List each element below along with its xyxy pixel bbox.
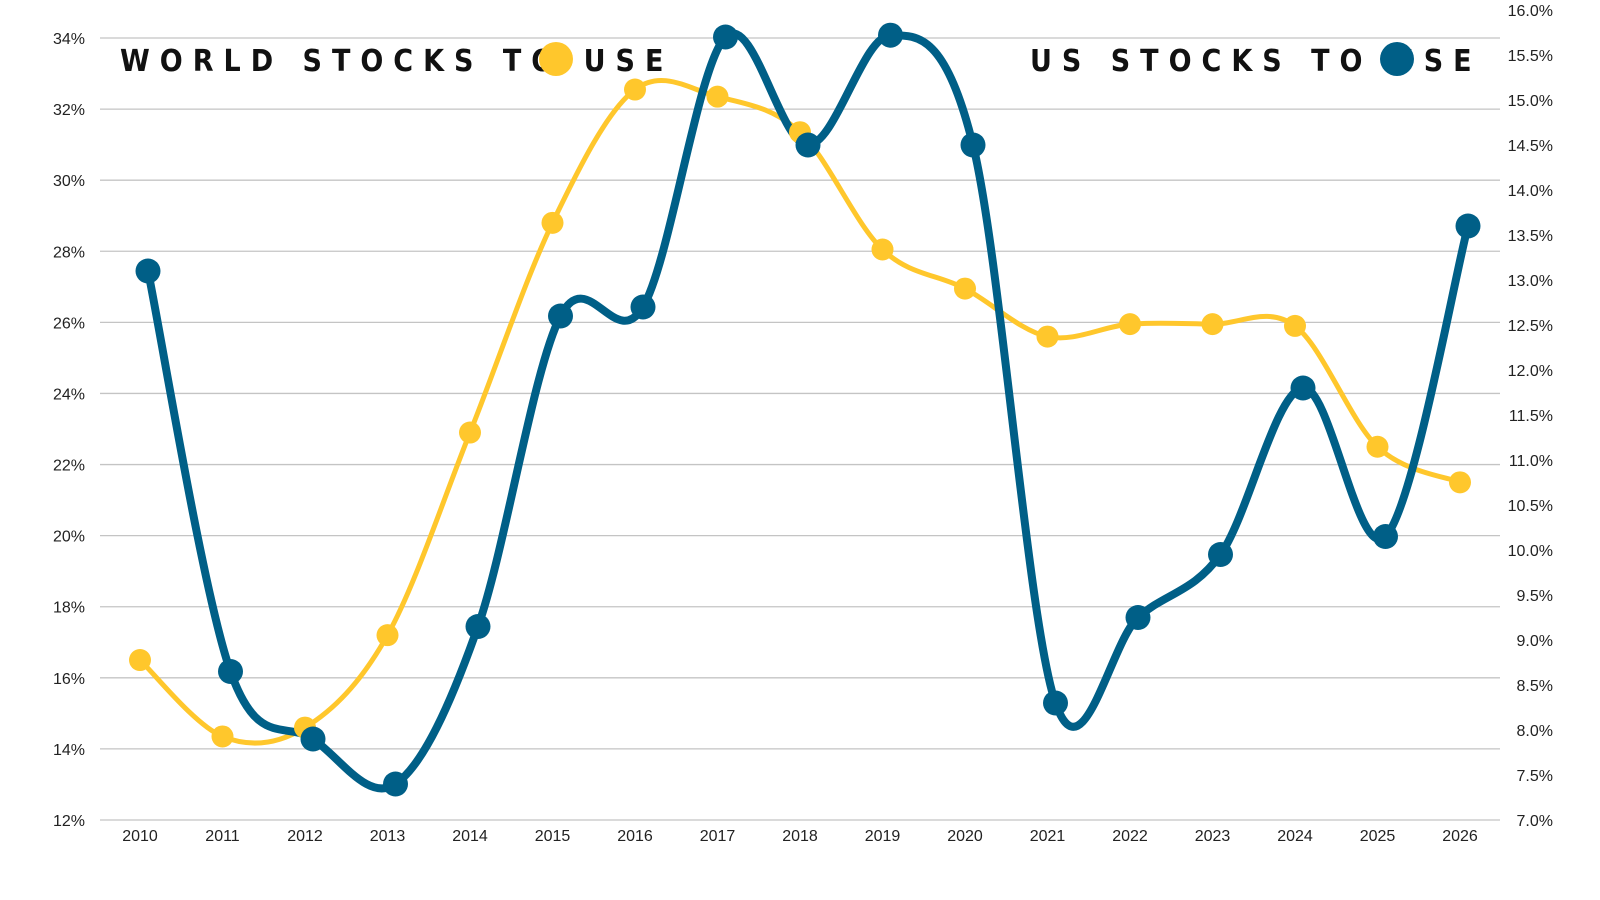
data-point-1 xyxy=(1455,213,1481,239)
data-point-0 xyxy=(706,85,729,108)
data-point-0 xyxy=(1366,435,1389,458)
x-tick-label: 2013 xyxy=(370,828,406,845)
data-point-0 xyxy=(1036,325,1059,348)
right-tick-label: 12.5% xyxy=(1508,318,1553,335)
legend: WORLD STOCKS TO USE US STOCKS TO USE xyxy=(120,42,1482,79)
data-point-0 xyxy=(1284,314,1306,337)
x-tick-label: 2026 xyxy=(1442,828,1478,845)
legend-world-marker xyxy=(539,42,573,76)
series-points xyxy=(129,22,1481,797)
data-point-0 xyxy=(541,211,564,234)
right-tick-label: 15.5% xyxy=(1508,48,1553,65)
left-tick-label: 14% xyxy=(53,742,85,759)
left-tick-label: 16% xyxy=(53,671,85,688)
left-axis-ticks: 12% 14% 16% 18% 20% 22% 24% 26% 28% 30% 32% 34% xyxy=(53,31,85,830)
x-tick-label: 2011 xyxy=(205,828,240,845)
data-point-1 xyxy=(795,132,821,158)
left-tick-label: 12% xyxy=(53,813,85,830)
data-point-0 xyxy=(624,78,646,101)
left-tick-label: 34% xyxy=(53,31,85,48)
gridlines xyxy=(100,37,1500,821)
right-tick-label: 13.5% xyxy=(1508,228,1553,245)
data-point-1 xyxy=(548,303,573,329)
x-tick-label: 2019 xyxy=(865,828,901,845)
data-point-0 xyxy=(376,624,399,647)
left-tick-label: 26% xyxy=(53,315,85,332)
x-tick-label: 2022 xyxy=(1112,828,1148,845)
left-tick-label: 30% xyxy=(53,173,85,190)
right-tick-label: 7.0% xyxy=(1517,813,1553,830)
right-tick-label: 15.0% xyxy=(1508,93,1553,110)
data-point-0 xyxy=(1119,313,1141,336)
legend-us-label: US STOCKS TO USE xyxy=(1030,44,1482,79)
data-point-1 xyxy=(383,771,408,797)
data-point-0 xyxy=(459,421,481,444)
right-tick-label: 9.0% xyxy=(1517,633,1553,650)
right-tick-label: 9.5% xyxy=(1517,588,1553,605)
legend-world-label: WORLD STOCKS TO USE xyxy=(120,44,673,79)
right-axis-ticks: 7.0% 7.5% 8.0% 8.5% 9.0% 9.5% 10.0% 10.5% 11.0% 1… xyxy=(1508,3,1553,830)
data-point-1 xyxy=(960,132,986,158)
left-tick-label: 20% xyxy=(53,529,85,546)
right-tick-label: 10.0% xyxy=(1508,543,1553,560)
data-point-1 xyxy=(1043,690,1068,716)
right-tick-label: 16.0% xyxy=(1508,3,1553,20)
right-tick-label: 11.5% xyxy=(1509,408,1553,425)
x-tick-label: 2021 xyxy=(1030,828,1066,845)
data-point-0 xyxy=(1449,471,1471,494)
right-tick-label: 12.0% xyxy=(1508,363,1553,380)
data-point-1 xyxy=(1373,524,1398,549)
data-point-1 xyxy=(713,24,738,50)
right-tick-label: 13.0% xyxy=(1508,273,1553,290)
right-tick-label: 14.5% xyxy=(1508,138,1553,155)
x-tick-label: 2016 xyxy=(617,828,653,845)
x-tick-label: 2010 xyxy=(122,828,158,845)
right-tick-label: 10.5% xyxy=(1508,498,1553,515)
right-tick-label: 14.0% xyxy=(1508,183,1553,200)
x-tick-label: 2012 xyxy=(287,828,323,845)
data-point-1 xyxy=(218,659,243,684)
right-tick-label: 11.0% xyxy=(1509,453,1553,470)
data-point-1 xyxy=(1208,542,1233,567)
data-point-0 xyxy=(211,725,234,748)
data-point-0 xyxy=(129,649,151,672)
left-tick-label: 32% xyxy=(53,102,85,119)
left-tick-label: 18% xyxy=(53,600,85,617)
x-tick-label: 2023 xyxy=(1195,828,1231,845)
x-tick-label: 2015 xyxy=(535,828,571,845)
right-tick-label: 7.5% xyxy=(1517,768,1553,785)
right-tick-label: 8.0% xyxy=(1517,723,1553,740)
x-tick-label: 2014 xyxy=(452,828,488,845)
x-tick-label: 2025 xyxy=(1360,828,1396,845)
data-point-1 xyxy=(1125,605,1151,630)
data-point-0 xyxy=(871,238,894,261)
data-point-1 xyxy=(300,726,326,752)
left-tick-label: 22% xyxy=(53,458,85,475)
right-tick-label: 8.5% xyxy=(1517,678,1553,695)
data-point-1 xyxy=(135,258,161,284)
data-point-1 xyxy=(465,614,491,639)
data-point-1 xyxy=(878,22,903,48)
x-tick-label: 2020 xyxy=(947,828,983,845)
x-tick-label: 2018 xyxy=(782,828,818,845)
data-point-0 xyxy=(954,277,976,300)
x-axis-ticks: 2010 2011 2012 2013 2014 2015 2016 2017 2018 2019… xyxy=(122,828,1478,845)
data-point-0 xyxy=(1201,313,1224,336)
left-tick-label: 24% xyxy=(53,386,85,403)
x-tick-label: 2017 xyxy=(700,828,736,845)
data-point-1 xyxy=(1290,375,1316,401)
x-tick-label: 2024 xyxy=(1277,828,1313,845)
legend-us-marker xyxy=(1380,42,1414,76)
data-point-1 xyxy=(630,294,656,320)
left-tick-label: 28% xyxy=(53,244,85,261)
series-line-0 xyxy=(137,77,1463,746)
